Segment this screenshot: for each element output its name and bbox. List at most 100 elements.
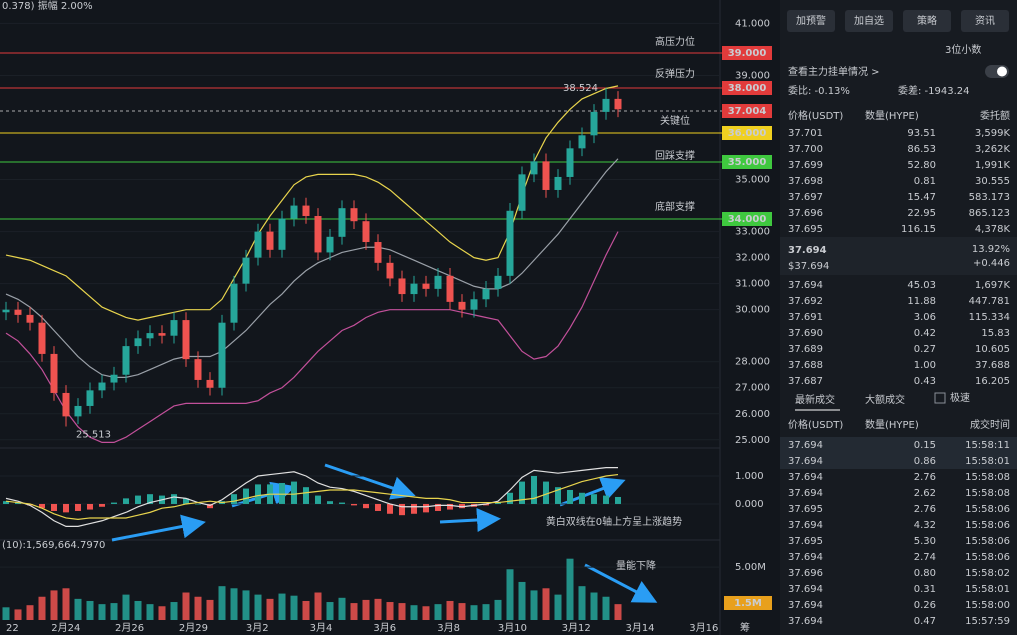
level-name: 高压力位 xyxy=(655,35,695,48)
button-bg[interactable] xyxy=(845,10,893,32)
book-cell: 3,599K xyxy=(975,128,1011,139)
volume-bar xyxy=(254,594,262,620)
change-pct: 13.92% xyxy=(972,244,1010,255)
trade-cell: 0.26 xyxy=(914,600,936,611)
book-cell: 37.688 xyxy=(975,360,1010,371)
book-cell: 0.43 xyxy=(914,376,936,387)
corner-label: 筹 xyxy=(740,621,750,634)
book-cell: 15.83 xyxy=(981,328,1010,339)
button-bg[interactable] xyxy=(961,10,1009,32)
book-cell: 37.695 xyxy=(788,224,823,235)
volume-bar xyxy=(482,604,490,620)
tab[interactable]: 大额成交 xyxy=(865,393,905,406)
tab[interactable]: 最新成交 xyxy=(795,393,835,406)
trade-header: 价格(USDT) xyxy=(788,418,843,431)
macd-bar xyxy=(231,494,237,504)
trade-cell: 15:57:59 xyxy=(965,616,1010,627)
macd-line xyxy=(5,473,619,520)
chart-bg xyxy=(0,0,780,635)
trade-cell: 37.694 xyxy=(788,600,823,611)
candle-body xyxy=(386,262,394,279)
book-cell: 0.42 xyxy=(914,328,936,339)
y-tick-label: 41.000 xyxy=(735,18,770,29)
macd-bar xyxy=(51,503,57,511)
trade-cell: 0.15 xyxy=(914,440,936,451)
book-cell: 1.00 xyxy=(914,360,936,371)
trade-cell: 37.694 xyxy=(788,488,823,499)
book-cell: 16.205 xyxy=(975,376,1010,387)
macd-bar xyxy=(591,494,597,504)
volume-bar xyxy=(74,598,82,620)
button-bg[interactable] xyxy=(903,10,951,32)
level-tag: 34.000 xyxy=(728,214,767,225)
trade-cell: 37.694 xyxy=(788,584,823,595)
level-tag-bg xyxy=(722,81,772,95)
candle-body xyxy=(266,231,274,250)
volume-bar xyxy=(530,590,538,620)
volume-bar xyxy=(542,588,550,620)
x-tick-label: 2月29 xyxy=(179,622,208,634)
volume-bar xyxy=(350,603,358,620)
book-cell: 0.81 xyxy=(914,176,936,187)
volume-bar xyxy=(314,592,322,620)
macd-bar xyxy=(3,501,9,504)
candle-body xyxy=(218,322,226,388)
trade-cell: 15:58:08 xyxy=(965,488,1010,499)
y-tick-label: 30.000 xyxy=(735,305,770,316)
macd-bar xyxy=(27,503,33,506)
trade-cell: 15:58:06 xyxy=(965,504,1010,515)
book-header: 委托额 xyxy=(980,109,1010,122)
book-header: 数量(HYPE) xyxy=(865,109,919,122)
trade-cell: 4.32 xyxy=(914,520,936,531)
candle-body xyxy=(242,257,250,284)
macd-bar xyxy=(75,503,81,511)
trade-cell: 37.695 xyxy=(788,536,823,547)
candle-body xyxy=(530,161,538,175)
x-tick-label: 3月16 xyxy=(689,622,718,634)
book-cell: 37.692 xyxy=(788,296,823,307)
checkbox[interactable] xyxy=(934,392,946,404)
x-tick-label: 3月14 xyxy=(625,622,654,634)
candle-body xyxy=(38,322,46,354)
candle-body xyxy=(254,231,262,258)
depth-toggle-label[interactable]: 查看主力挂单情况 > xyxy=(788,65,880,78)
volume-tag: 1.5M xyxy=(734,598,762,609)
macd-bar xyxy=(615,496,621,504)
candle-body xyxy=(290,205,298,219)
boll-line xyxy=(5,231,619,443)
candle-body xyxy=(542,161,550,190)
level-tag-bg xyxy=(722,155,772,169)
candle-body xyxy=(278,218,286,250)
volume-annotation: 量能下降 xyxy=(616,559,656,572)
last-price: 37.694 xyxy=(788,245,827,256)
macd-bar xyxy=(135,495,141,504)
candle-body xyxy=(554,176,562,190)
level-tag: 38.000 xyxy=(728,83,767,94)
button-bg[interactable] xyxy=(787,10,835,32)
trade-cell: 15:58:02 xyxy=(965,568,1010,579)
candle-body xyxy=(518,174,526,211)
volume-bar xyxy=(470,605,478,620)
book-cell: 4,378K xyxy=(975,224,1011,235)
macd-bar xyxy=(99,503,105,507)
trade-cell: 0.86 xyxy=(914,456,936,467)
precision-select[interactable]: 3位小数 xyxy=(945,43,981,56)
trade-cell: 37.694 xyxy=(788,472,823,483)
candle-body xyxy=(98,382,106,391)
trade-cell: 2.76 xyxy=(914,504,936,515)
book-cell: 37.698 xyxy=(788,176,823,187)
macd-bar xyxy=(315,495,321,504)
button[interactable]: 加自选 xyxy=(854,14,884,27)
volume-bar xyxy=(566,558,574,620)
button[interactable]: 资讯 xyxy=(975,15,995,27)
volume-bar xyxy=(38,596,46,620)
trade-cell: 15:58:01 xyxy=(965,584,1010,595)
trade-cell: 15:58:08 xyxy=(965,472,1010,483)
toggle-knob[interactable] xyxy=(997,66,1007,77)
candle-body xyxy=(146,333,154,339)
button[interactable]: 策略 xyxy=(917,14,937,27)
volume-bar xyxy=(446,600,454,620)
arrow xyxy=(324,463,416,500)
macd-bar xyxy=(87,503,93,510)
button[interactable]: 加预警 xyxy=(796,14,826,27)
